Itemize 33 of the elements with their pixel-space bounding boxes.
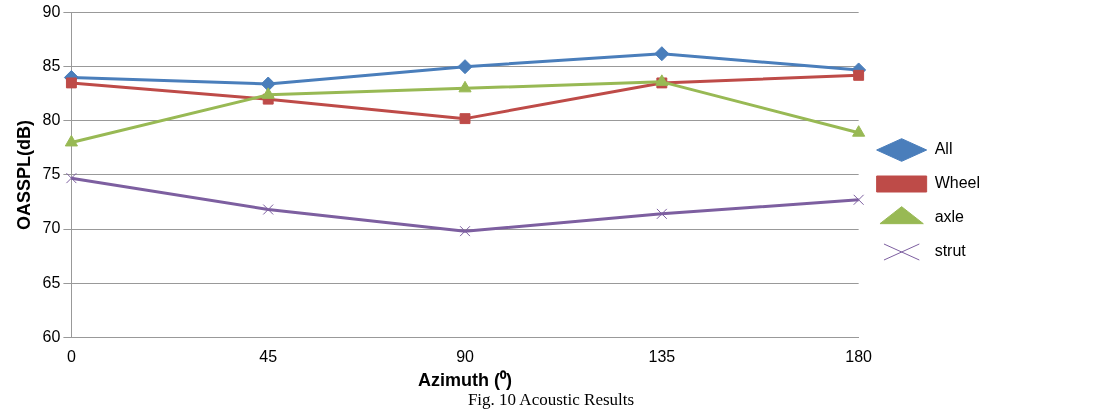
legend-label: strut [934, 242, 967, 260]
legend-label: All [934, 140, 953, 158]
point [458, 80, 472, 93]
point [853, 69, 865, 81]
x-tick-label: 90 [456, 348, 475, 366]
x-tick-label: 45 [259, 348, 278, 366]
point [654, 46, 670, 62]
point [457, 59, 473, 75]
y-tick-label: 65 [42, 273, 61, 291]
y-tick-label: 60 [42, 327, 61, 345]
point [262, 204, 274, 215]
y-tick-label: 85 [42, 57, 61, 75]
y-tick-label: 80 [42, 111, 61, 129]
point [260, 76, 276, 92]
x-tick-label: 0 [66, 348, 76, 366]
point [459, 113, 471, 125]
y-tick-label: 90 [42, 3, 61, 21]
caption: Fig. 10 Acoustic Results [466, 390, 636, 410]
x-tick-label: 180 [845, 348, 873, 366]
x-axis-title: Azimuth (⁰) [418, 370, 513, 391]
point [261, 87, 275, 99]
legend-label: axle [934, 208, 965, 226]
point [656, 208, 668, 220]
point [853, 194, 865, 206]
point [64, 134, 78, 147]
point [852, 125, 866, 137]
legend-label: Wheel [934, 174, 981, 192]
y-tick-label: 70 [42, 219, 61, 237]
y-axis-title: OASSPL(dB) [13, 119, 34, 230]
y-tick-label: 75 [42, 165, 61, 183]
x-tick-label: 135 [648, 348, 676, 366]
point [459, 225, 471, 237]
point [65, 77, 77, 89]
